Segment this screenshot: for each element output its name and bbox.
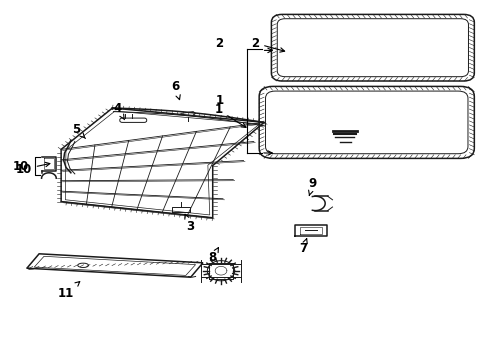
Text: 1: 1	[215, 94, 223, 107]
Text: 10: 10	[13, 160, 29, 173]
Text: 8: 8	[208, 248, 218, 264]
Text: 11: 11	[58, 282, 80, 300]
Text: 10: 10	[16, 162, 50, 176]
Text: 2: 2	[250, 37, 284, 52]
Text: 3: 3	[184, 214, 194, 233]
Text: 5: 5	[72, 123, 85, 139]
Text: 4: 4	[113, 102, 124, 120]
Text: 6: 6	[171, 80, 180, 100]
Text: 9: 9	[308, 177, 316, 195]
Text: 2: 2	[215, 37, 223, 50]
Text: 7: 7	[299, 239, 306, 255]
Text: 1: 1	[214, 103, 245, 127]
